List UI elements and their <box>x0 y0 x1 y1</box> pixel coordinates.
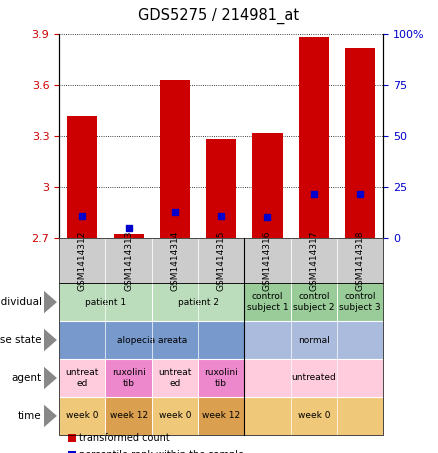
Text: week 12: week 12 <box>110 411 148 420</box>
Text: GSM1414317: GSM1414317 <box>309 230 318 291</box>
Text: disease state: disease state <box>0 335 42 345</box>
Text: GSM1414315: GSM1414315 <box>217 230 226 291</box>
Text: GSM1414314: GSM1414314 <box>170 230 180 291</box>
Text: ruxolini
tib: ruxolini tib <box>112 368 145 388</box>
Text: percentile rank within the sample: percentile rank within the sample <box>79 450 244 453</box>
Text: transformed count: transformed count <box>79 433 170 443</box>
Text: alopecia areata: alopecia areata <box>117 336 187 345</box>
Polygon shape <box>44 405 57 427</box>
Bar <box>67 116 97 238</box>
Text: patient 1: patient 1 <box>85 298 126 307</box>
Bar <box>160 80 190 238</box>
Text: control
subject 1: control subject 1 <box>247 292 288 312</box>
Bar <box>206 139 236 238</box>
Text: week 12: week 12 <box>202 411 240 420</box>
Polygon shape <box>44 329 57 352</box>
Text: GSM1414318: GSM1414318 <box>356 230 364 291</box>
Bar <box>299 37 329 238</box>
Text: GSM1414316: GSM1414316 <box>263 230 272 291</box>
Text: GSM1414313: GSM1414313 <box>124 230 133 291</box>
Text: individual: individual <box>0 297 42 307</box>
Text: agent: agent <box>11 373 42 383</box>
Bar <box>252 132 283 238</box>
Text: untreated: untreated <box>291 373 336 382</box>
Text: patient 2: patient 2 <box>177 298 219 307</box>
Text: control
subject 2: control subject 2 <box>293 292 335 312</box>
Text: normal: normal <box>298 336 330 345</box>
Text: week 0: week 0 <box>66 411 99 420</box>
Text: week 0: week 0 <box>159 411 191 420</box>
Polygon shape <box>44 291 57 313</box>
Text: untreat
ed: untreat ed <box>158 368 191 388</box>
Text: GSM1414312: GSM1414312 <box>78 230 87 291</box>
Polygon shape <box>44 366 57 390</box>
Text: time: time <box>18 411 42 421</box>
Text: control
subject 3: control subject 3 <box>339 292 381 312</box>
Text: week 0: week 0 <box>297 411 330 420</box>
Text: ruxolini
tib: ruxolini tib <box>204 368 238 388</box>
Bar <box>345 48 375 238</box>
Bar <box>113 234 144 238</box>
Text: GDS5275 / 214981_at: GDS5275 / 214981_at <box>138 8 300 24</box>
Text: untreat
ed: untreat ed <box>66 368 99 388</box>
